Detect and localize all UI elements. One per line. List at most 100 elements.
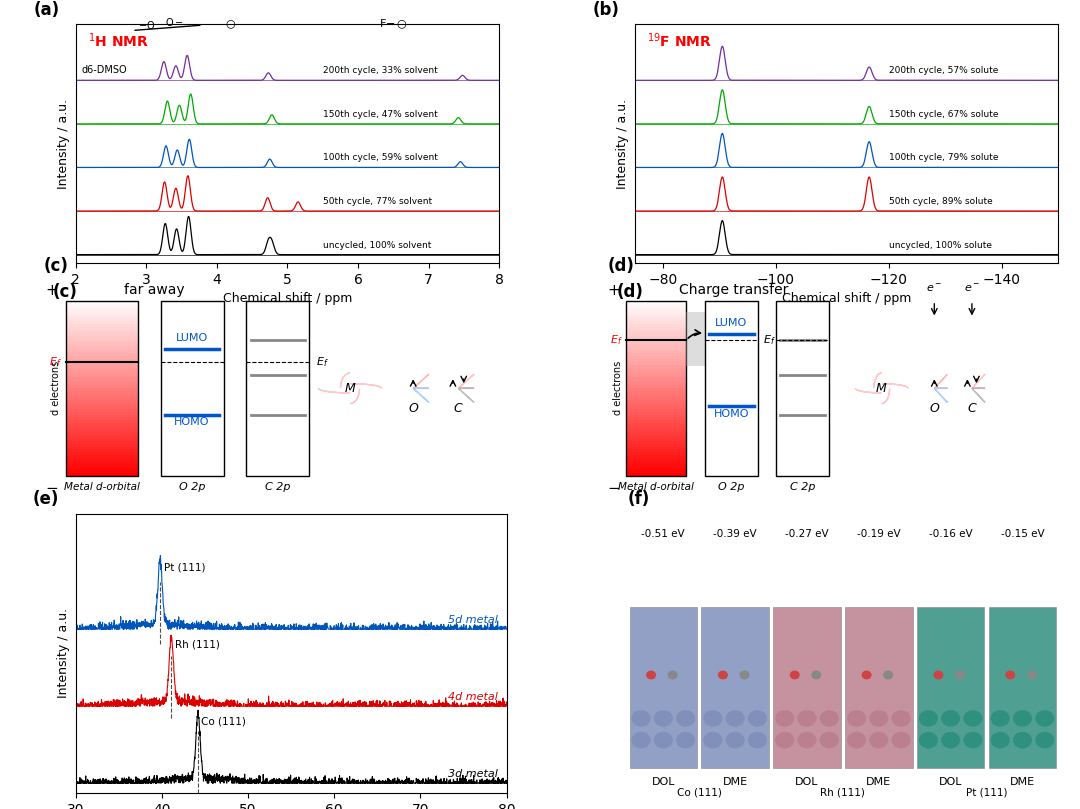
Circle shape bbox=[934, 671, 943, 679]
Circle shape bbox=[1005, 671, 1014, 679]
Text: far away: far away bbox=[124, 283, 185, 298]
Polygon shape bbox=[855, 388, 881, 393]
Circle shape bbox=[798, 732, 816, 748]
Text: 50th cycle, 89% solute: 50th cycle, 89% solute bbox=[889, 197, 993, 206]
Circle shape bbox=[647, 671, 656, 679]
Bar bbox=[66, 321, 138, 324]
Bar bbox=[66, 371, 138, 374]
Circle shape bbox=[798, 710, 816, 726]
Bar bbox=[626, 304, 686, 307]
Text: (a): (a) bbox=[33, 2, 59, 19]
Text: $E_f$: $E_f$ bbox=[609, 333, 622, 347]
Bar bbox=[66, 464, 138, 467]
X-axis label: Chemical shift / ppm: Chemical shift / ppm bbox=[782, 292, 912, 305]
Circle shape bbox=[775, 710, 794, 726]
Text: F$-\bigcirc$: F$-\bigcirc$ bbox=[379, 18, 408, 32]
Y-axis label: Intensity / a.u.: Intensity / a.u. bbox=[57, 608, 70, 698]
Bar bbox=[626, 333, 686, 336]
Bar bbox=[66, 388, 138, 392]
Text: O 2p: O 2p bbox=[179, 481, 205, 492]
Circle shape bbox=[942, 710, 960, 726]
Text: $e^-$: $e^-$ bbox=[963, 283, 981, 294]
Circle shape bbox=[748, 732, 767, 748]
Text: LUMO: LUMO bbox=[715, 318, 747, 328]
Bar bbox=[66, 452, 138, 455]
Bar bbox=[626, 414, 686, 417]
Circle shape bbox=[869, 710, 888, 726]
Circle shape bbox=[919, 710, 937, 726]
Bar bbox=[66, 426, 138, 429]
Y-axis label: Intensity / a.u.: Intensity / a.u. bbox=[57, 99, 70, 188]
Text: O: O bbox=[930, 402, 940, 415]
Text: 100th cycle, 79% solute: 100th cycle, 79% solute bbox=[889, 154, 998, 163]
Text: Co (111): Co (111) bbox=[677, 788, 721, 798]
Text: $e^-$: $e^-$ bbox=[926, 283, 943, 294]
Bar bbox=[773, 607, 840, 768]
Circle shape bbox=[990, 732, 1010, 748]
Bar bbox=[66, 383, 138, 385]
Text: −: − bbox=[45, 481, 57, 496]
Circle shape bbox=[1036, 732, 1054, 748]
Bar bbox=[626, 406, 686, 409]
Bar bbox=[66, 327, 138, 330]
Text: (e): (e) bbox=[32, 490, 59, 508]
Circle shape bbox=[791, 671, 799, 679]
Circle shape bbox=[847, 732, 866, 748]
Bar bbox=[66, 348, 138, 350]
Text: 100th cycle, 59% solvent: 100th cycle, 59% solvent bbox=[323, 154, 437, 163]
Bar bbox=[66, 438, 138, 441]
Text: d electrons: d electrons bbox=[612, 361, 623, 416]
Bar bbox=[626, 371, 686, 374]
Circle shape bbox=[919, 732, 937, 748]
Circle shape bbox=[990, 710, 1010, 726]
Bar bbox=[66, 443, 138, 447]
Bar bbox=[626, 409, 686, 412]
Bar bbox=[626, 383, 686, 385]
Text: d6-DMSO: d6-DMSO bbox=[81, 66, 126, 75]
Circle shape bbox=[820, 710, 838, 726]
Bar bbox=[66, 333, 138, 336]
Bar bbox=[66, 350, 138, 354]
Bar bbox=[66, 447, 138, 450]
Circle shape bbox=[632, 710, 650, 726]
Bar bbox=[626, 385, 686, 388]
Bar bbox=[626, 312, 686, 316]
Text: DME: DME bbox=[723, 777, 747, 787]
Bar bbox=[66, 467, 138, 470]
Bar bbox=[66, 324, 138, 327]
Circle shape bbox=[775, 732, 794, 748]
Polygon shape bbox=[414, 388, 429, 403]
Bar bbox=[66, 392, 138, 394]
Bar bbox=[66, 316, 138, 319]
Bar bbox=[626, 368, 686, 371]
Bar bbox=[246, 301, 309, 476]
Circle shape bbox=[820, 732, 838, 748]
Text: 5d metal: 5d metal bbox=[448, 616, 498, 625]
Bar bbox=[626, 447, 686, 450]
X-axis label: Chemical shift / ppm: Chemical shift / ppm bbox=[222, 292, 352, 305]
Bar bbox=[626, 356, 686, 359]
Text: DOL: DOL bbox=[939, 777, 962, 787]
Bar bbox=[626, 327, 686, 330]
Bar bbox=[777, 301, 829, 476]
Text: C: C bbox=[968, 402, 976, 415]
Text: O: O bbox=[408, 402, 418, 415]
Text: 200th cycle, 57% solute: 200th cycle, 57% solute bbox=[889, 66, 998, 75]
Text: $E_f$: $E_f$ bbox=[764, 333, 775, 347]
Bar bbox=[66, 330, 138, 333]
Text: +: + bbox=[608, 282, 620, 298]
Bar bbox=[626, 432, 686, 435]
Bar bbox=[630, 607, 697, 768]
Circle shape bbox=[703, 732, 723, 748]
Circle shape bbox=[862, 671, 870, 679]
Circle shape bbox=[1013, 732, 1031, 748]
Bar bbox=[66, 461, 138, 464]
Bar bbox=[66, 336, 138, 339]
Polygon shape bbox=[458, 374, 474, 388]
Bar bbox=[626, 301, 686, 304]
Bar bbox=[626, 397, 686, 400]
Bar bbox=[626, 321, 686, 324]
Text: −: − bbox=[608, 481, 620, 496]
Circle shape bbox=[963, 710, 982, 726]
Bar bbox=[66, 301, 138, 476]
